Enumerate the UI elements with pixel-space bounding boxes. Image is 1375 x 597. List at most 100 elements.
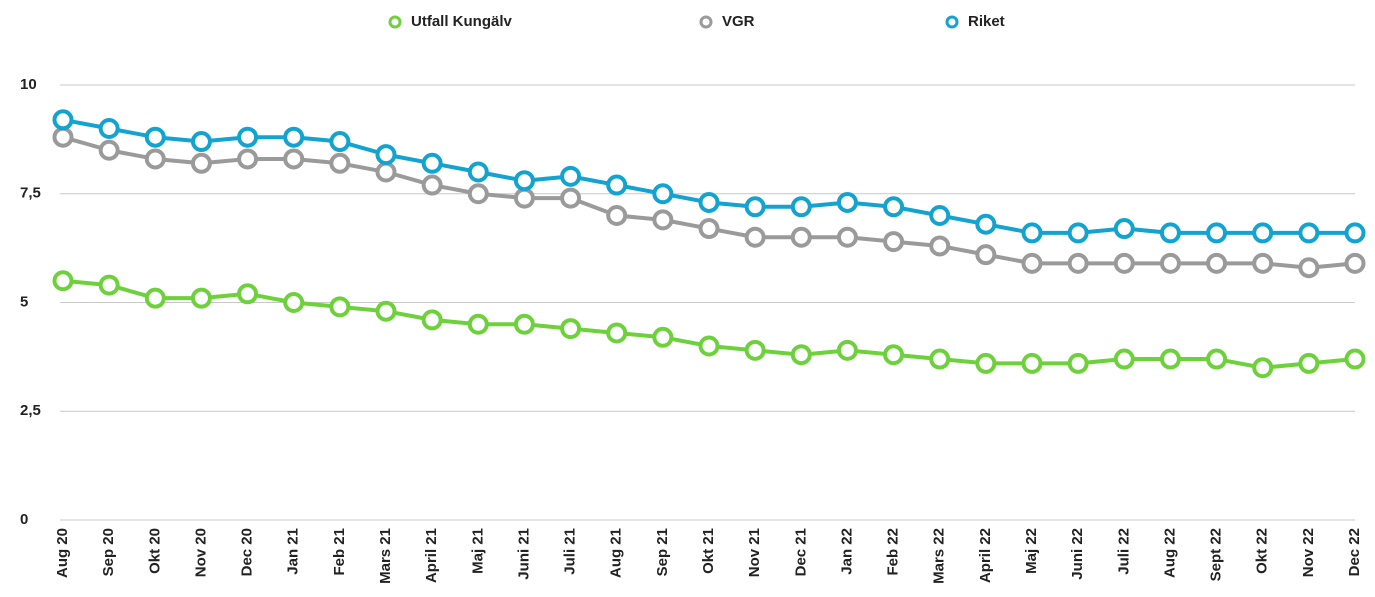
x-tick-label: Nov 20 [192, 528, 209, 577]
point [1344, 252, 1366, 274]
y-tick-label: 5 [20, 293, 28, 310]
legend-label: Utfall Kungälv [411, 13, 512, 30]
point [513, 313, 535, 335]
point [1113, 252, 1135, 274]
point [98, 274, 120, 296]
point [929, 235, 951, 257]
point [375, 300, 397, 322]
x-tick-label: Juli 21 [562, 528, 579, 575]
point [790, 344, 812, 366]
point [1344, 348, 1366, 370]
x-tick-label: Feb 22 [885, 528, 902, 576]
point [1344, 222, 1366, 244]
point [1159, 222, 1181, 244]
point [652, 209, 674, 231]
x-tick-label: Juni 21 [515, 528, 532, 580]
point [744, 196, 766, 218]
point [283, 148, 305, 170]
point [1206, 252, 1228, 274]
legend-marker [945, 15, 959, 29]
point [190, 152, 212, 174]
point [883, 196, 905, 218]
x-tick-label: Okt 20 [146, 528, 163, 574]
point [375, 161, 397, 183]
point [237, 126, 259, 148]
x-tick-label: Jan 22 [838, 528, 855, 575]
point [467, 313, 489, 335]
point [790, 196, 812, 218]
point [1252, 357, 1274, 379]
point [1159, 252, 1181, 274]
x-tick-label: Nov 21 [746, 528, 763, 577]
x-tick-label: Dec 21 [792, 528, 809, 576]
point [744, 339, 766, 361]
point [467, 183, 489, 205]
point [1252, 252, 1274, 274]
y-tick-label: 10 [20, 76, 37, 93]
point [1067, 352, 1089, 374]
point [1298, 352, 1320, 374]
x-tick-label: Sept 22 [1208, 528, 1225, 581]
point [606, 205, 628, 226]
point [790, 226, 812, 248]
x-tick-label: April 22 [977, 528, 994, 583]
x-tick-label: Aug 21 [608, 528, 625, 578]
point [1298, 257, 1320, 279]
point [467, 161, 489, 183]
point [744, 226, 766, 248]
point [98, 139, 120, 161]
x-tick-label: Juli 22 [1115, 528, 1132, 575]
point [698, 335, 720, 357]
point [98, 118, 120, 139]
legend-label: VGR [722, 13, 755, 30]
point [1206, 348, 1228, 370]
x-tick-label: Juni 22 [1069, 528, 1086, 580]
point [52, 270, 74, 292]
point [698, 191, 720, 213]
legend-marker [699, 15, 713, 29]
point [513, 187, 535, 209]
x-tick-label: Feb 21 [331, 528, 348, 576]
point [421, 309, 443, 331]
point [560, 187, 582, 209]
point [190, 131, 212, 153]
point [1021, 252, 1043, 274]
legend-label: Riket [968, 13, 1005, 30]
point [329, 131, 351, 153]
point [836, 191, 858, 213]
point [283, 292, 305, 313]
x-tick-label: Aug 20 [54, 528, 71, 578]
point [144, 287, 166, 309]
point [144, 126, 166, 148]
point [836, 339, 858, 361]
point [329, 296, 351, 318]
point [883, 231, 905, 253]
point [1021, 222, 1043, 244]
point [929, 348, 951, 370]
point [1067, 252, 1089, 274]
point [237, 283, 259, 305]
x-tick-label: Okt 22 [1254, 528, 1271, 574]
x-tick-label: Sep 20 [100, 528, 117, 576]
x-tick-label: April 21 [423, 528, 440, 583]
point [652, 326, 674, 348]
point [190, 287, 212, 309]
point [1298, 222, 1320, 244]
point [52, 109, 74, 131]
point [421, 174, 443, 196]
point [283, 126, 305, 148]
point [929, 205, 951, 226]
point [560, 165, 582, 187]
x-tick-label: Maj 21 [469, 528, 486, 574]
point [606, 322, 628, 344]
point [836, 226, 858, 248]
point [975, 352, 997, 374]
y-tick-label: 7,5 [20, 185, 41, 202]
x-tick-label: Mars 22 [931, 528, 948, 584]
point [560, 318, 582, 340]
y-tick-label: 0 [20, 511, 28, 528]
x-tick-label: Mars 21 [377, 528, 394, 584]
point [1206, 222, 1228, 244]
y-tick-label: 2,5 [20, 402, 41, 419]
